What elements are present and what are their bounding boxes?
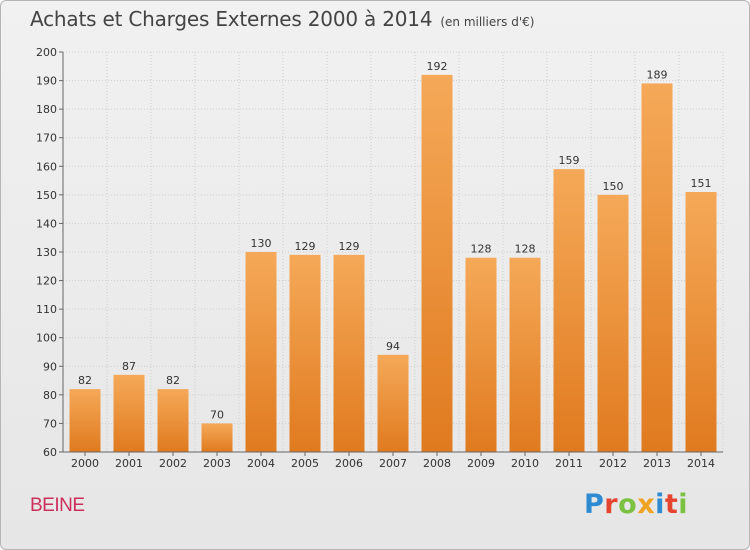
y-tick-label: 60 [43, 446, 57, 459]
x-tick-label: 2000 [71, 457, 99, 470]
y-tick-label: 160 [36, 160, 57, 173]
bar-value-label: 82 [78, 374, 92, 387]
y-tick-label: 100 [36, 332, 57, 345]
bar-value-label: 150 [603, 180, 624, 193]
y-tick-label: 130 [36, 246, 57, 259]
chart-subtitle: (en milliers d'€) [440, 15, 535, 29]
bar-2008 [421, 74, 453, 452]
bar-value-label: 192 [427, 60, 448, 73]
bar-2002 [157, 389, 189, 452]
bar-2005 [289, 254, 321, 452]
x-tick-label: 2001 [115, 457, 143, 470]
y-tick-label: 90 [43, 360, 57, 373]
y-tick-label: 200 [36, 46, 57, 59]
bar-2000 [69, 389, 101, 452]
x-tick-label: 2007 [379, 457, 407, 470]
y-tick-label: 120 [36, 275, 57, 288]
bar-2012 [597, 194, 629, 452]
x-tick-label: 2002 [159, 457, 187, 470]
bar-2007 [377, 354, 409, 452]
x-tick-label: 2009 [467, 457, 495, 470]
title-block: Achats et Charges Externes 2000 à 2014 (e… [30, 7, 534, 31]
bar-2009 [465, 257, 497, 452]
y-tick-label: 190 [36, 75, 57, 88]
x-tick-label: 2012 [599, 457, 627, 470]
bar-value-label: 128 [471, 243, 492, 256]
bar-value-label: 129 [295, 240, 316, 253]
x-tick-label: 2005 [291, 457, 319, 470]
y-tick-label: 150 [36, 189, 57, 202]
proxiti-logo: Proxiti [584, 489, 689, 520]
bar-value-label: 189 [647, 68, 668, 81]
bar-value-label: 128 [515, 243, 536, 256]
bar-2006 [333, 254, 365, 452]
x-tick-label: 2011 [555, 457, 583, 470]
axes: 60 70 80 90 100 110 120 130 140 150 160 170 180 190 20… [36, 46, 723, 470]
bar-value-label: 70 [210, 408, 224, 421]
commune-label: BEINE [30, 495, 85, 516]
x-tick-label: 2003 [203, 457, 231, 470]
y-tick-label: 170 [36, 132, 57, 145]
y-tick-label: 70 [43, 417, 57, 430]
bar-2010 [509, 257, 541, 452]
y-tick-label: 180 [36, 103, 57, 116]
x-tick-label: 2014 [687, 457, 715, 470]
x-tick-label: 2004 [247, 457, 275, 470]
bar-value-label: 129 [339, 240, 360, 253]
y-tick-label: 80 [43, 389, 57, 402]
y-tick-label: 140 [36, 217, 57, 230]
bar-value-label: 94 [386, 340, 400, 353]
bar-value-label: 130 [251, 237, 272, 250]
bars: 82 87 82 70 130 129 129 94 192 128 128 159 150 189 151 [69, 60, 717, 452]
x-tick-label: 2006 [335, 457, 363, 470]
bar-value-label: 159 [559, 154, 580, 167]
bar-2011 [553, 169, 585, 452]
bar-value-label: 151 [691, 177, 712, 190]
x-tick-label: 2008 [423, 457, 451, 470]
x-tick-label: 2010 [511, 457, 539, 470]
bar-2003 [201, 423, 233, 452]
bar-value-label: 87 [122, 360, 136, 373]
bar-value-label: 82 [166, 374, 180, 387]
y-tick-label: 110 [36, 303, 57, 316]
bar-2014 [685, 192, 717, 452]
bar-2004 [245, 252, 277, 452]
bar-2013 [641, 83, 673, 452]
x-tick-label: 2013 [643, 457, 671, 470]
bar-2001 [113, 374, 145, 452]
chart-title: Achats et Charges Externes 2000 à 2014 [30, 7, 433, 31]
